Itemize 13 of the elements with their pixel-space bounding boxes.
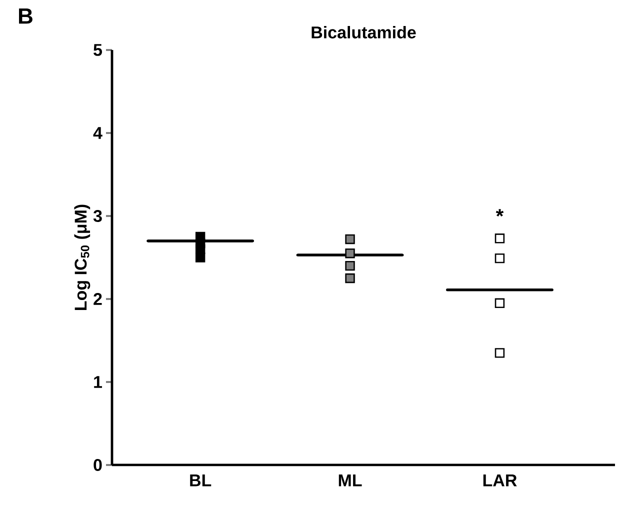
- y-tick-label: 4: [93, 127, 102, 139]
- y-tick-label: 1: [94, 376, 102, 388]
- y-tick-label: 2: [94, 293, 102, 305]
- y-tick-label: 0: [94, 458, 102, 472]
- x-tick-label: LAR: [483, 474, 517, 486]
- x-tick-label: ML: [338, 474, 362, 486]
- y-tick-label: 5: [94, 44, 102, 56]
- chart-title: Bicalutamide: [312, 26, 416, 38]
- x-tick-label: BL: [190, 474, 212, 486]
- annotation: *: [496, 209, 504, 217]
- text: B: [19, 8, 32, 24]
- y-tick-label: 3: [93, 210, 102, 222]
- y-axis-title: Log IC$_{50}$ (μM): [74, 204, 90, 310]
